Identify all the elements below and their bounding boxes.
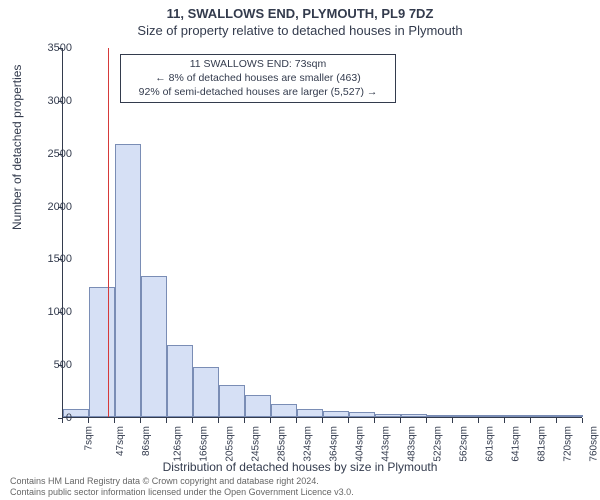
xtick-mark	[270, 418, 271, 423]
ytick-label: 1500	[32, 253, 72, 265]
xtick-mark	[218, 418, 219, 423]
footer-attribution: Contains HM Land Registry data © Crown c…	[10, 476, 354, 498]
xtick-label: 601sqm	[485, 426, 496, 462]
xtick-label: 86sqm	[141, 426, 152, 456]
histogram-bar	[245, 395, 271, 417]
histogram-bar	[557, 415, 583, 417]
xtick-mark	[582, 418, 583, 423]
histogram-bar	[141, 276, 167, 417]
annotation-line2: ← 8% of detached houses are smaller (463…	[127, 71, 389, 85]
histogram-bar	[167, 345, 193, 417]
histogram-bar	[479, 415, 505, 417]
title-main: 11, SWALLOWS END, PLYMOUTH, PL9 7DZ	[0, 0, 600, 21]
footer-line1: Contains HM Land Registry data © Crown c…	[10, 476, 354, 487]
xtick-mark	[166, 418, 167, 423]
plot-area	[62, 48, 582, 418]
xtick-mark	[400, 418, 401, 423]
ytick-label: 3000	[32, 95, 72, 107]
xtick-label: 443sqm	[381, 426, 392, 462]
histogram-bar	[193, 367, 219, 417]
histogram-bar	[297, 409, 323, 417]
xtick-mark	[114, 418, 115, 423]
xtick-mark	[192, 418, 193, 423]
ytick-label: 500	[32, 359, 72, 371]
histogram-bar	[453, 415, 479, 417]
xtick-label: 760sqm	[589, 426, 600, 462]
xtick-label: 483sqm	[407, 426, 418, 462]
xtick-mark	[478, 418, 479, 423]
histogram-bar	[505, 415, 531, 417]
xtick-label: 404sqm	[355, 426, 366, 462]
marker-line	[108, 48, 109, 417]
histogram-bar	[427, 415, 453, 417]
xtick-mark	[374, 418, 375, 423]
xtick-label: 562sqm	[459, 426, 470, 462]
xtick-label: 324sqm	[303, 426, 314, 462]
xtick-mark	[504, 418, 505, 423]
xtick-mark	[348, 418, 349, 423]
annotation-line3: 92% of semi-detached houses are larger (…	[127, 85, 389, 99]
xtick-label: 245sqm	[251, 426, 262, 462]
xtick-label: 522sqm	[433, 426, 444, 462]
histogram-bar	[531, 415, 557, 417]
xtick-mark	[296, 418, 297, 423]
ytick-label: 2000	[32, 201, 72, 213]
histogram-bar	[271, 404, 297, 417]
x-axis-label: Distribution of detached houses by size …	[0, 460, 600, 474]
xtick-mark	[140, 418, 141, 423]
annotation-line1: 11 SWALLOWS END: 73sqm	[127, 57, 389, 71]
histogram-bar	[401, 414, 427, 417]
histogram-bar	[89, 287, 115, 417]
xtick-label: 720sqm	[563, 426, 574, 462]
histogram-bar	[375, 414, 401, 417]
ytick-label: 1000	[32, 306, 72, 318]
xtick-mark	[244, 418, 245, 423]
xtick-label: 364sqm	[329, 426, 340, 462]
xtick-mark	[322, 418, 323, 423]
xtick-label: 7sqm	[83, 426, 94, 450]
title-sub: Size of property relative to detached ho…	[0, 21, 600, 38]
xtick-label: 47sqm	[115, 426, 126, 456]
xtick-label: 205sqm	[225, 426, 236, 462]
histogram-bar	[219, 385, 245, 417]
y-axis-label: Number of detached properties	[10, 65, 24, 230]
footer-line2: Contains public sector information licen…	[10, 487, 354, 498]
ytick-label: 0	[32, 412, 72, 424]
xtick-label: 166sqm	[199, 426, 210, 462]
xtick-label: 681sqm	[537, 426, 548, 462]
xtick-mark	[426, 418, 427, 423]
ytick-label: 2500	[32, 148, 72, 160]
plot-wrap: 11 SWALLOWS END: 73sqm ← 8% of detached …	[62, 48, 582, 418]
ytick-label: 3500	[32, 42, 72, 54]
xtick-label: 641sqm	[511, 426, 522, 462]
xtick-label: 285sqm	[277, 426, 288, 462]
xtick-label: 126sqm	[173, 426, 184, 462]
xtick-mark	[88, 418, 89, 423]
histogram-bar	[349, 412, 375, 417]
annotation-box: 11 SWALLOWS END: 73sqm ← 8% of detached …	[120, 54, 396, 103]
histogram-bar	[323, 411, 349, 417]
xtick-mark	[452, 418, 453, 423]
histogram-bar	[115, 144, 141, 417]
chart-container: 11, SWALLOWS END, PLYMOUTH, PL9 7DZ Size…	[0, 0, 600, 500]
xtick-mark	[556, 418, 557, 423]
xtick-mark	[530, 418, 531, 423]
